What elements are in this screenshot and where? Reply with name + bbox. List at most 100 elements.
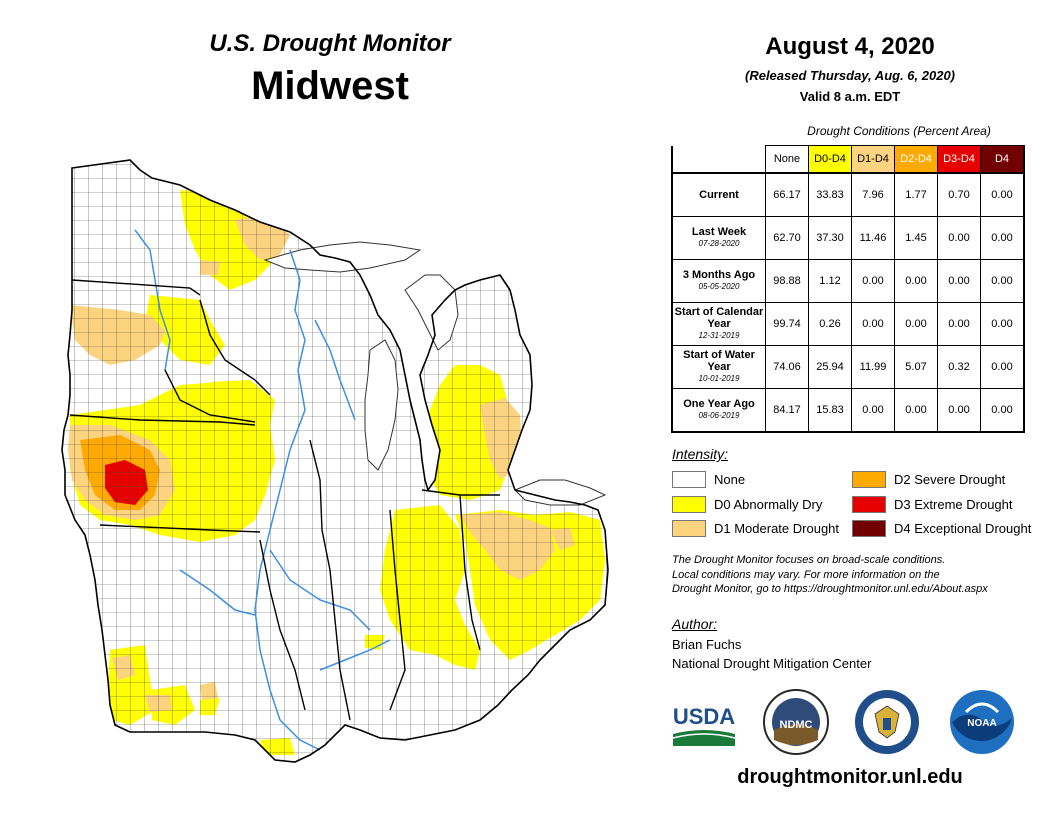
table-cell: 99.74: [765, 302, 809, 346]
table-cell: 5.07: [894, 345, 938, 389]
note-line: Drought Monitor, go to https://droughtmo…: [672, 583, 988, 595]
usda-logo-text: USDA: [673, 704, 735, 729]
legend-item-none: None: [672, 471, 745, 488]
legend-item-d4: D4 Exceptional Drought: [852, 520, 1031, 537]
author-org: National Drought Mitigation Center: [672, 656, 872, 671]
table-cell: 37.30: [808, 216, 852, 260]
table-cell: 25.94: [808, 345, 852, 389]
table-cell: 0.00: [980, 259, 1025, 303]
legend-label: D2 Severe Drought: [894, 472, 1006, 487]
legend-label: None: [714, 472, 746, 487]
row-label: One Year Ago 08-06-2019: [671, 388, 766, 433]
row-label-text: Start of Calendar Year: [674, 306, 764, 330]
row-label-text: Current: [699, 189, 739, 201]
legend-swatch: [672, 471, 706, 488]
table-row: One Year Ago 08-06-2019 84.17 15.83 0.00 0.00…: [671, 388, 1025, 433]
map-date: August 4, 2020: [765, 33, 935, 60]
table-cell: 0.00: [937, 259, 981, 303]
legend-item-d0: D0 Abnormally Dry: [672, 496, 822, 513]
table-cell: 0.00: [894, 259, 938, 303]
table-cell: 0.70: [937, 172, 981, 217]
row-label: Start of Water Year 10-01-2019: [671, 345, 766, 389]
table-cell: 62.70: [765, 216, 809, 260]
table-cell: 7.96: [851, 172, 895, 217]
table-cell: 0.00: [937, 388, 981, 433]
note-line: Local conditions may vary. For more info…: [672, 568, 940, 581]
table-cell: 0.00: [980, 345, 1025, 389]
table-caption: Drought Conditions (Percent Area): [807, 124, 991, 138]
table-cell: 0.00: [894, 302, 938, 346]
legend-swatch: [852, 520, 886, 537]
table-row: Start of Water Year 10-01-2019 74.06 25.94 1…: [671, 345, 1025, 389]
table-cell: 1.45: [894, 216, 938, 260]
row-label-text: One Year Ago: [683, 398, 755, 410]
legend-label: D4 Exceptional Drought: [894, 521, 1032, 536]
column-header: D4: [980, 145, 1025, 174]
website-url[interactable]: droughtmonitor.unl.edu: [737, 766, 963, 788]
ndmc-logo-icon: NDMC: [763, 689, 829, 755]
table-cell: 0.32: [937, 345, 981, 389]
row-label: Last Week 07-28-2020: [671, 216, 766, 260]
release-date: (Released Thursday, Aug. 6, 2020): [745, 68, 955, 83]
author-name: Brian Fuchs: [672, 637, 742, 652]
map-subtitle: U.S. Drought Monitor: [209, 30, 451, 57]
legend-label: D3 Extreme Drought: [894, 497, 1013, 512]
legend-label: D0 Abnormally Dry: [714, 497, 823, 512]
legend-label: D1 Moderate Drought: [714, 521, 840, 536]
row-label-text: Start of Water Year: [683, 349, 755, 373]
column-header: None: [765, 145, 809, 174]
noaa-logo-text: NOAA: [967, 718, 996, 729]
usda-logo-icon: USDA: [672, 704, 735, 746]
column-header: D2-D4: [894, 145, 938, 174]
table-cell: 0.00: [980, 172, 1025, 217]
table-cell: 1.77: [894, 172, 938, 217]
legend-title: Intensity:: [672, 446, 729, 462]
disclaimer-note: The Drought Monitor focuses on broad-sca…: [672, 553, 1042, 597]
table-cell: 0.00: [851, 388, 895, 433]
legend-swatch: [672, 520, 706, 537]
drought-map: [61, 159, 609, 763]
table-cell: 33.83: [808, 172, 852, 217]
row-label: 3 Months Ago 05-05-2020: [671, 259, 766, 303]
table-cell: 74.06: [765, 345, 809, 389]
table-cell: 0.00: [980, 388, 1025, 433]
row-date: 05-05-2020: [698, 282, 740, 291]
table-cell: 98.88: [765, 259, 809, 303]
legend-swatch: [672, 496, 706, 513]
table-cell: 0.00: [937, 302, 981, 346]
region-title: Midwest: [251, 64, 409, 108]
column-header: D0-D4: [808, 145, 852, 174]
author-label: Author:: [672, 616, 718, 632]
row-label-text: 3 Months Ago: [682, 269, 756, 281]
table-row: Current 66.17 33.83 7.96 1.77 0.70 0.00: [671, 172, 1025, 217]
table-cell: 0.00: [894, 388, 938, 433]
table-cell: 11.99: [851, 345, 895, 389]
legend-swatch: [852, 471, 886, 488]
row-date: 12-31-2019: [698, 331, 740, 340]
table-cell: 0.00: [937, 216, 981, 260]
table-cell: 0.00: [980, 302, 1025, 346]
table-cell: 0.00: [980, 216, 1025, 260]
table-cell: 11.46: [851, 216, 895, 260]
table-cell: 1.12: [808, 259, 852, 303]
legend-item-d3: D3 Extreme Drought: [852, 496, 1013, 513]
row-label: Current: [671, 172, 766, 217]
row-date: 08-06-2019: [698, 411, 740, 420]
drought-conditions-table: None D0-D4 D1-D4 D2-D4 D3-D4 D4 Current 6…: [671, 145, 1025, 433]
table-cell: 0.26: [808, 302, 852, 346]
note-line: The Drought Monitor focuses on broad-sca…: [672, 554, 946, 566]
table-row: Start of Calendar Year 12-31-2019 99.74 0.2…: [671, 302, 1025, 346]
table-cell: 15.83: [808, 388, 852, 433]
row-label: Start of Calendar Year 12-31-2019: [671, 302, 766, 346]
table-cell: 84.17: [765, 388, 809, 433]
column-header: D1-D4: [851, 145, 895, 174]
table-row: Last Week 07-28-2020 62.70 37.30 11.46 1.45 0.…: [671, 216, 1025, 260]
table-cell: 66.17: [765, 172, 809, 217]
table-row: 3 Months Ago 05-05-2020 98.88 1.12 0.00 0.00 0…: [671, 259, 1025, 303]
valid-time: Valid 8 a.m. EDT: [799, 89, 901, 104]
table-corner: [672, 145, 766, 174]
row-label-text: Last Week: [691, 226, 747, 238]
legend-item-d2: D2 Severe Drought: [852, 471, 1005, 488]
column-header: D3-D4: [937, 145, 981, 174]
legend-swatch: [852, 496, 886, 513]
